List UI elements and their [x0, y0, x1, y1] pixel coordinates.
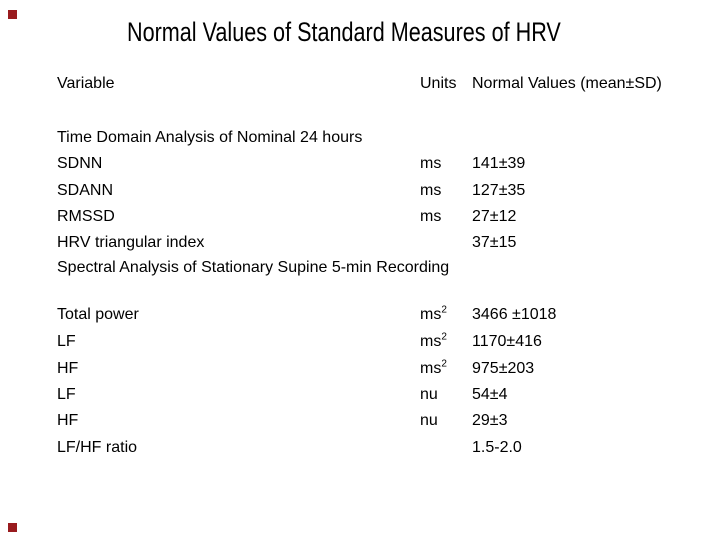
unit-cell: ms — [420, 154, 441, 174]
column-header-values: Normal Values (mean±SD) — [472, 75, 662, 92]
variable-cell: HF — [57, 412, 79, 429]
section-header-row: Spectral Analysis of Stationary Supine 5… — [0, 258, 720, 278]
variable-cell: HRV triangular index — [57, 234, 205, 251]
value-cell: 37±15 — [472, 234, 517, 251]
decoration-square-bottom-left — [8, 523, 17, 532]
unit-cell: ms — [420, 207, 441, 227]
unit-text: ms — [420, 155, 442, 172]
variable-cell: SDANN — [57, 182, 114, 199]
unit-cell: ms — [420, 181, 441, 201]
unit-superscript: 2 — [441, 358, 447, 370]
value-cell: 3466 ±1018 — [472, 306, 557, 323]
unit-text: ms — [420, 208, 442, 225]
column-header-row: Variable Units Normal Values (mean±SD) — [0, 74, 720, 94]
slide-title: Normal Values of Standard Measures of HR… — [127, 17, 561, 47]
table-row: Total power ms2 3466 ±1018 — [0, 305, 720, 325]
table-row: LF/HF ratio 1.5-2.0 — [0, 438, 720, 458]
variable-cell: LF/HF ratio — [57, 439, 138, 456]
column-header-units: Units — [420, 75, 457, 92]
table-row: LF nu 54±4 — [0, 385, 720, 405]
variable-cell: RMSSD — [57, 208, 115, 225]
variable-cell: SDNN — [57, 155, 103, 172]
unit-cell: ms2 — [420, 359, 447, 379]
unit-cell: ms2 — [420, 332, 447, 352]
value-cell: 27±12 — [472, 208, 517, 225]
section-header-row: Time Domain Analysis of Nominal 24 hours — [0, 128, 720, 148]
value-cell: 1.5-2.0 — [472, 439, 522, 456]
value-cell: 29±3 — [472, 412, 508, 429]
unit-superscript: 2 — [441, 304, 447, 316]
variable-cell: LF — [57, 386, 76, 403]
section-title: Spectral Analysis of Stationary Supine 5… — [57, 259, 450, 276]
table-row: LF ms2 1170±416 — [0, 332, 720, 352]
variable-cell: HF — [57, 360, 79, 377]
value-cell: 975±203 — [472, 360, 535, 377]
value-cell: 141±39 — [472, 155, 526, 172]
unit-cell: nu — [420, 385, 438, 405]
table-row: HRV triangular index 37±15 — [0, 233, 720, 253]
table-row: RMSSD ms 27±12 — [0, 207, 720, 227]
unit-superscript: 2 — [441, 331, 447, 343]
unit-text: nu — [420, 412, 438, 429]
unit-text: ms — [420, 333, 442, 350]
unit-text: ms — [420, 360, 442, 377]
table-row: HF ms2 975±203 — [0, 359, 720, 379]
table-row: SDNN ms 141±39 — [0, 154, 720, 174]
unit-text: ms — [420, 182, 442, 199]
variable-cell: LF — [57, 333, 76, 350]
value-cell: 1170±416 — [472, 333, 542, 350]
unit-text: ms — [420, 306, 442, 323]
column-header-variable: Variable — [57, 75, 115, 92]
variable-cell: Total power — [57, 306, 139, 323]
value-cell: 54±4 — [472, 386, 508, 403]
table-row: SDANN ms 127±35 — [0, 181, 720, 201]
unit-cell: nu — [420, 411, 438, 431]
value-cell: 127±35 — [472, 182, 526, 199]
unit-cell: ms2 — [420, 305, 447, 325]
decoration-square-top-left — [8, 10, 17, 19]
unit-text: nu — [420, 386, 438, 403]
table-row: HF nu 29±3 — [0, 411, 720, 431]
section-title: Time Domain Analysis of Nominal 24 hours — [57, 129, 363, 146]
